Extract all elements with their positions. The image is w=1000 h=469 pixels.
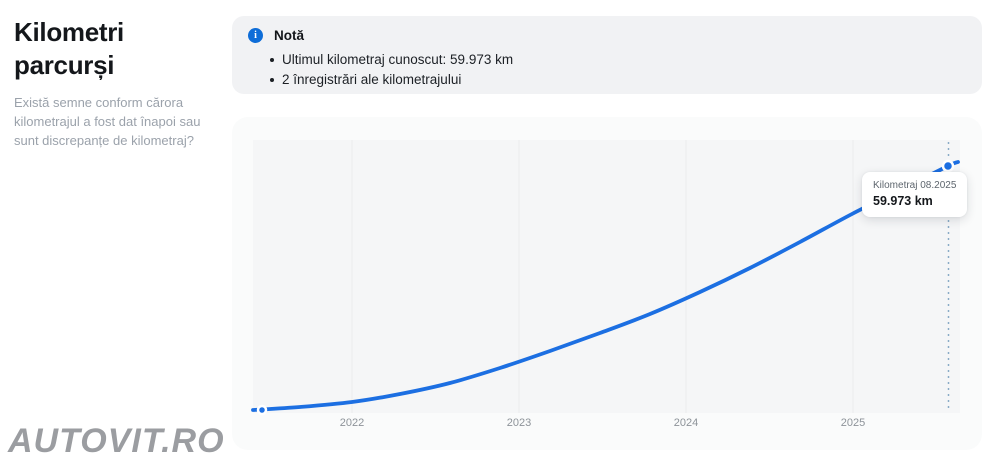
data-point-marker[interactable] xyxy=(941,159,955,173)
note-card: i Notă Ultimul kilometraj cunoscut: 59.9… xyxy=(232,16,982,94)
mileage-chart-card: 2022 2023 2024 2025 Kilometraj 08.2025 59.9… xyxy=(232,117,982,450)
x-axis-tick-label: 2024 xyxy=(673,417,699,429)
page-title: Kilometri parcurși xyxy=(14,17,124,80)
note-list: Ultimul kilometraj cunoscut: 59.973 km 2… xyxy=(270,50,966,90)
note-header: i Notă xyxy=(248,28,966,43)
autovit-watermark: Autovit.RO xyxy=(8,422,225,460)
mileage-chart-plot[interactable] xyxy=(251,140,960,416)
section-sidebar: Kilometri parcurși Există semne conform … xyxy=(14,16,218,150)
tooltip-value: 59.973 km xyxy=(873,194,933,208)
note-item-records-count: 2 înregistrări ale kilometrajului xyxy=(270,70,966,90)
chart-tooltip: Kilometraj 08.2025 59.973 km xyxy=(862,172,968,217)
x-axis-labels: 2022 2023 2024 2025 xyxy=(253,417,960,433)
note-title: Notă xyxy=(274,28,304,43)
x-axis-tick-label: 2025 xyxy=(840,417,866,429)
section-description: Există semne conform cărora kilometrajul… xyxy=(14,95,201,148)
data-point-marker[interactable] xyxy=(256,404,268,416)
info-icon: i xyxy=(248,28,263,43)
x-axis-tick-label: 2022 xyxy=(339,417,365,429)
note-item-last-mileage: Ultimul kilometraj cunoscut: 59.973 km xyxy=(270,50,966,70)
mileage-chart-svg xyxy=(251,140,960,416)
tooltip-label: Kilometraj 08.2025 xyxy=(873,180,957,191)
x-axis-tick-label: 2023 xyxy=(506,417,532,429)
